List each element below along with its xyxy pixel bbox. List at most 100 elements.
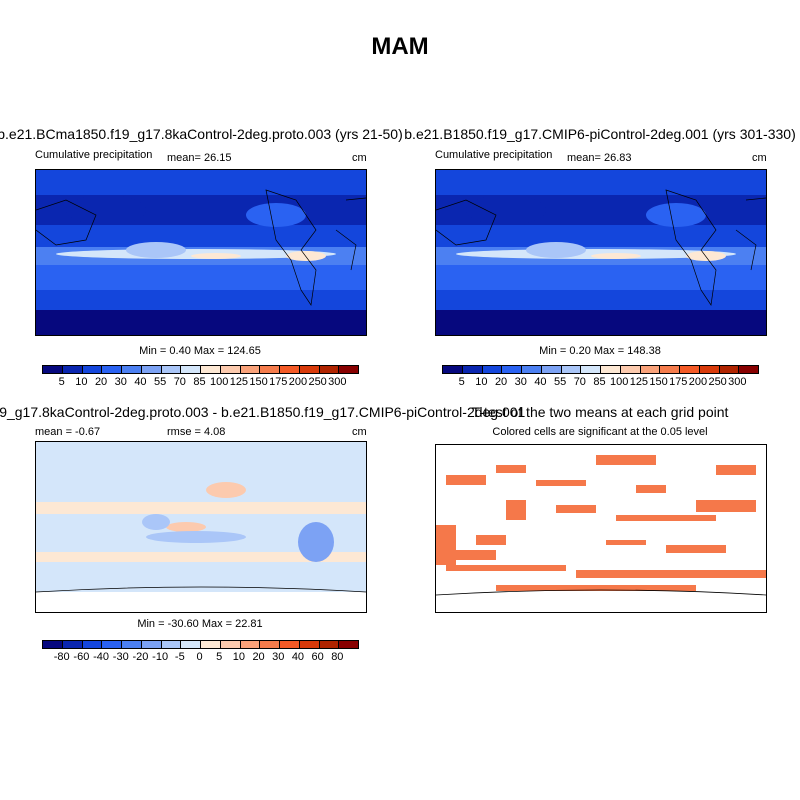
colorbar-tick: 40	[534, 376, 547, 388]
panel3-units: cm	[352, 426, 367, 438]
colorbar-swatch	[161, 366, 182, 373]
colorbar-tick: 5	[58, 376, 65, 388]
colorbar-swatch	[181, 366, 201, 373]
colorbar-swatch	[339, 641, 358, 648]
panel3-minmax: Min = -30.60 Max = 22.81	[137, 618, 263, 630]
colorbar-tick: 5	[216, 651, 223, 663]
colorbar-tick: 30	[514, 376, 527, 388]
significant-cell	[476, 535, 506, 545]
colorbar-swatch	[620, 366, 641, 373]
colorbar-tick: 80	[331, 651, 344, 663]
colorbar-swatch	[443, 366, 463, 373]
panel2-title: b.e21.B1850.f19_g17.CMIP6-piControl-2deg…	[404, 126, 796, 142]
colorbar-tick: 60	[311, 651, 324, 663]
colorbar-tick: 70	[573, 376, 586, 388]
colorbar-swatch	[220, 641, 241, 648]
significant-cell	[596, 455, 656, 465]
panel1-map	[35, 169, 367, 336]
colorbar-tick: 40	[134, 376, 147, 388]
colorbar-swatch	[502, 366, 522, 373]
colorbar-tick: 300	[728, 376, 747, 388]
colorbar-swatch	[82, 366, 103, 373]
significant-cell	[446, 565, 566, 571]
colorbar-tick: 175	[269, 376, 288, 388]
colorbar-swatch	[339, 366, 358, 373]
colorbar-swatch	[660, 366, 680, 373]
colorbar-swatch	[522, 366, 542, 373]
colorbar-swatch	[280, 366, 300, 373]
colorbar-tick: -60	[73, 651, 90, 663]
colorbar-tick: 20	[494, 376, 508, 388]
panel4-map	[435, 444, 767, 613]
panel2-colorbar	[442, 365, 759, 374]
panel1-units: cm	[352, 152, 367, 164]
colorbar-swatch	[541, 366, 562, 373]
colorbar-swatch	[43, 641, 63, 648]
significant-cell	[666, 545, 726, 553]
colorbar-swatch	[581, 366, 601, 373]
colorbar-swatch	[319, 641, 340, 648]
colorbar-tick: 40	[291, 651, 305, 663]
colorbar-swatch	[462, 366, 483, 373]
colorbar-tick: -5	[174, 651, 185, 663]
colorbar-tick: 70	[173, 376, 186, 388]
panel1-minmax: Min = 0.40 Max = 124.65	[139, 345, 261, 357]
colorbar-tick: 200	[288, 376, 308, 388]
panel3-map	[35, 441, 367, 613]
significant-cell	[496, 585, 696, 591]
colorbar-swatch	[739, 366, 758, 373]
colorbar-swatch	[43, 366, 63, 373]
significant-cell	[606, 540, 646, 545]
panel3-rmse: rmse = 4.08	[167, 426, 226, 438]
panel2-units: cm	[752, 152, 767, 164]
colorbar-swatch	[699, 366, 720, 373]
colorbar-tick: 30	[114, 376, 127, 388]
colorbar-tick: 125	[629, 376, 649, 388]
colorbar-swatch	[240, 641, 261, 648]
panel2-left-label: Cumulative precipitation	[435, 149, 553, 161]
colorbar-tick: 175	[669, 376, 688, 388]
colorbar-swatch	[719, 366, 740, 373]
colorbar-swatch	[640, 366, 661, 373]
significant-cell	[536, 480, 586, 486]
significant-cells	[436, 455, 766, 591]
panel1-title: b.e21.BCma1850.f19_g17.8kaControl-2deg.p…	[0, 126, 403, 142]
colorbar-swatch	[260, 641, 280, 648]
significant-cell	[616, 515, 716, 521]
colorbar-swatch	[102, 366, 122, 373]
colorbar-swatch	[319, 366, 340, 373]
significant-cell	[696, 500, 756, 512]
panel2-map	[435, 169, 767, 336]
colorbar-tick: -80	[53, 651, 70, 663]
colorbar-swatch	[62, 641, 83, 648]
colorbar-tick: 150	[649, 376, 668, 388]
colorbar-swatch	[161, 641, 182, 648]
colorbar-swatch	[220, 366, 241, 373]
significant-cell	[556, 505, 596, 513]
colorbar-tick: 10	[232, 651, 245, 663]
colorbar-tick: -40	[93, 651, 110, 663]
panel1-mean: mean= 26.15	[167, 152, 232, 164]
significant-cell	[496, 465, 526, 473]
significant-cell	[506, 500, 526, 520]
colorbar-swatch	[299, 641, 320, 648]
panel4-subtitle: Colored cells are significant at the 0.0…	[492, 426, 708, 438]
colorbar-tick: 300	[328, 376, 347, 388]
colorbar-swatch	[561, 366, 582, 373]
colorbar-tick: 85	[193, 376, 206, 388]
colorbar-tick: -30	[112, 651, 129, 663]
colorbar-swatch	[122, 366, 142, 373]
significant-cell	[446, 475, 486, 485]
colorbar-tick: 55	[554, 376, 567, 388]
significant-cell	[716, 465, 756, 475]
colorbar-tick: 200	[688, 376, 708, 388]
significant-cell	[436, 525, 456, 565]
colorbar-swatch	[62, 366, 83, 373]
colorbar-swatch	[102, 641, 122, 648]
colorbar-swatch	[680, 366, 700, 373]
panel4-title: T-test of the two means at each grid poi…	[471, 404, 729, 420]
panel1-colorbar	[42, 365, 359, 374]
panel2-minmax: Min = 0.20 Max = 148.38	[539, 345, 661, 357]
colorbar-swatch	[601, 366, 621, 373]
